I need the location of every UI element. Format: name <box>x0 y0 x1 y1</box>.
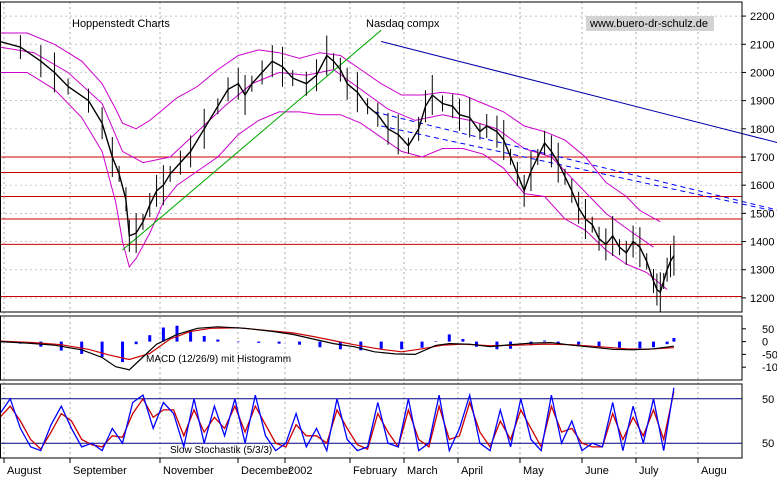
x-tick-label: February <box>353 465 398 477</box>
macd-signal-line <box>0 327 674 361</box>
y-tick-label: 2000 <box>750 67 774 79</box>
macd-histogram-bar <box>475 341 479 347</box>
macd-histogram-bar <box>617 341 621 348</box>
x-tick-label: June <box>585 465 609 477</box>
stochastic-d-line <box>0 391 675 451</box>
y-tick-label: 2100 <box>750 39 774 51</box>
macd-label: MACD (12/26/9) mit Histogramm <box>146 354 291 365</box>
price-line <box>0 40 675 294</box>
macd-histogram-bar <box>148 335 152 342</box>
macd-histogram-bar <box>543 340 547 342</box>
macd-histogram-bar <box>447 334 451 342</box>
macd-histogram-bar <box>556 341 560 344</box>
trendline <box>122 29 382 251</box>
macd-histogram-bar <box>420 341 424 348</box>
macd-histogram-bar <box>665 341 669 345</box>
url-badge-background <box>586 16 714 31</box>
chart-title: Nasdaq compx <box>366 18 440 30</box>
y-tick-label: 1900 <box>750 96 774 108</box>
x-tick-label: May <box>523 465 544 477</box>
macd-histogram-bar <box>134 341 138 345</box>
macd-histogram-bar <box>461 339 465 342</box>
x-tick-label: April <box>461 465 483 477</box>
y-tick-label: 1200 <box>750 293 774 305</box>
macd-histogram-bar <box>189 330 193 342</box>
price-panel-frame <box>0 1 743 313</box>
macd-histogram-bar <box>121 341 125 363</box>
macd-histogram-bar <box>298 341 302 345</box>
macd-histogram-bar <box>400 341 404 350</box>
macd-histogram-bar <box>379 341 383 349</box>
macd-histogram-bar <box>175 325 179 342</box>
x-tick-label: September <box>73 465 127 477</box>
x-tick-label: November <box>163 465 214 477</box>
macd-line <box>0 326 674 371</box>
macd-histogram-bar <box>216 339 220 342</box>
y-tick-label: 1700 <box>750 152 774 164</box>
macd-tick-label: -100 <box>762 362 777 374</box>
source-label: Hoppenstedt Charts <box>72 18 170 30</box>
macd-histogram-bar <box>597 341 601 347</box>
x-tick-label: March <box>407 465 438 477</box>
macd-histogram-bar <box>577 341 581 345</box>
macd-histogram-bar <box>638 341 642 349</box>
macd-histogram-bar <box>100 341 104 357</box>
macd-histogram-bar <box>338 341 342 350</box>
bollinger-upper-band <box>0 32 661 223</box>
x-tick-label: Augu <box>701 465 727 477</box>
url-badge: www.buero-dr-schulz.de <box>589 18 708 30</box>
trendline <box>381 40 777 144</box>
macd-tick-label: 50 <box>762 324 774 336</box>
y-tick-label: 1600 <box>750 180 774 192</box>
stochastic-panel-frame <box>0 383 743 459</box>
stochastic-k-line <box>0 387 675 453</box>
x-tick-label: December <box>241 465 292 477</box>
macd-tick-label: 0 <box>762 337 768 349</box>
macd-histogram-bar <box>672 338 676 342</box>
y-tick-label: 1300 <box>750 265 774 277</box>
macd-histogram-bar <box>161 327 165 342</box>
x-tick-label: August <box>7 465 41 477</box>
y-tick-label: 2200 <box>750 11 774 23</box>
macd-panel-frame <box>0 315 743 381</box>
y-tick-label: 1500 <box>750 208 774 220</box>
y-tick-label: 1800 <box>750 124 774 136</box>
trendline <box>374 111 777 211</box>
bollinger-lower-band <box>0 72 668 290</box>
macd-histogram-bar <box>236 341 240 343</box>
stochastic-tick-label: 50 <box>762 394 774 406</box>
macd-tick-label: -50 <box>762 349 777 361</box>
stochastic-tick-label: 50 <box>762 438 774 450</box>
x-tick-label: July <box>639 465 659 477</box>
macd-histogram-bar <box>277 341 281 344</box>
macd-histogram-bar <box>257 341 261 343</box>
macd-histogram-bar <box>202 335 206 342</box>
y-tick-label: 1400 <box>750 237 774 249</box>
macd-histogram-bar <box>652 341 656 348</box>
x-tick-label: 2002 <box>288 465 312 477</box>
macd-histogram-bar <box>434 341 438 342</box>
macd-histogram-bar <box>318 341 322 348</box>
stochastic-label: Slow Stochastik (5/3/3) <box>170 445 272 456</box>
